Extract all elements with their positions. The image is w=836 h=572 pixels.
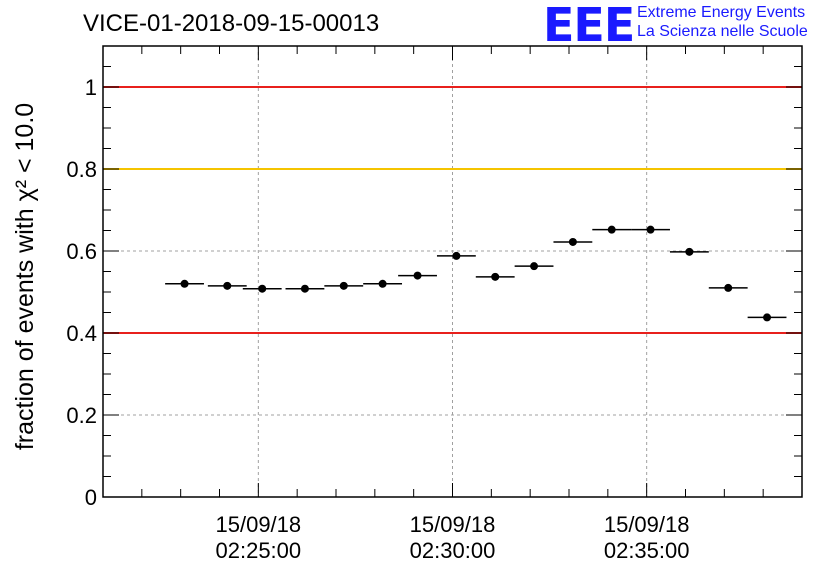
- logo-text-line1: Extreme Energy Events: [637, 4, 806, 21]
- x-tick-label-date: 15/09/18: [604, 512, 690, 537]
- data-point-marker: [378, 279, 387, 288]
- data-point-marker: [491, 272, 500, 281]
- x-tick-label-time: 02:25:00: [216, 538, 302, 563]
- x-tick-label-date: 15/09/18: [216, 512, 302, 537]
- data-point-marker: [223, 281, 232, 290]
- data-point: [324, 281, 364, 290]
- data-point: [363, 279, 403, 288]
- data-point-marker: [763, 313, 772, 322]
- data-point: [553, 237, 593, 246]
- data-point-marker: [724, 283, 733, 292]
- y-tick-label: 0.4: [66, 321, 97, 346]
- data-point-marker: [300, 284, 309, 293]
- data-point: [165, 279, 204, 288]
- data-point: [592, 225, 632, 234]
- x-tick-label-time: 02:30:00: [410, 538, 496, 563]
- data-point-marker: [413, 271, 422, 280]
- data-point: [398, 271, 437, 280]
- data-point: [669, 247, 709, 256]
- y-tick-label: 0.6: [66, 239, 97, 264]
- data-point-marker: [180, 279, 189, 288]
- data-point: [475, 272, 515, 281]
- y-tick-label: 0: [85, 485, 97, 510]
- y-tick-label: 0.2: [66, 403, 97, 428]
- data-point-marker: [530, 262, 539, 271]
- data-point-marker: [258, 284, 267, 293]
- data-point-marker: [339, 281, 348, 290]
- data-point: [242, 284, 282, 293]
- eee-logo: EEE: [543, 0, 635, 52]
- data-point-marker: [568, 237, 577, 246]
- data-point-marker: [685, 247, 694, 256]
- data-point: [631, 225, 670, 234]
- data-point-marker: [607, 225, 616, 234]
- data-point: [747, 313, 787, 322]
- data-point: [436, 251, 476, 260]
- x-tick-label-time: 02:35:00: [604, 538, 690, 563]
- logo-text-line2: La Scienza nelle Scuole: [637, 23, 808, 40]
- data-point: [285, 284, 325, 293]
- data-point: [708, 283, 748, 292]
- y-axis-label: fraction of events with χ² < 10.0: [11, 103, 39, 450]
- x-tick-label-date: 15/09/18: [410, 512, 496, 537]
- data-point: [514, 262, 554, 271]
- data-point-marker: [452, 251, 461, 260]
- data-point: [207, 281, 247, 290]
- chart-title: VICE-01-2018-09-15-00013: [83, 10, 380, 37]
- y-tick-label: 0.8: [66, 157, 97, 182]
- data-point-marker: [646, 225, 655, 234]
- y-tick-label: 1: [85, 75, 97, 100]
